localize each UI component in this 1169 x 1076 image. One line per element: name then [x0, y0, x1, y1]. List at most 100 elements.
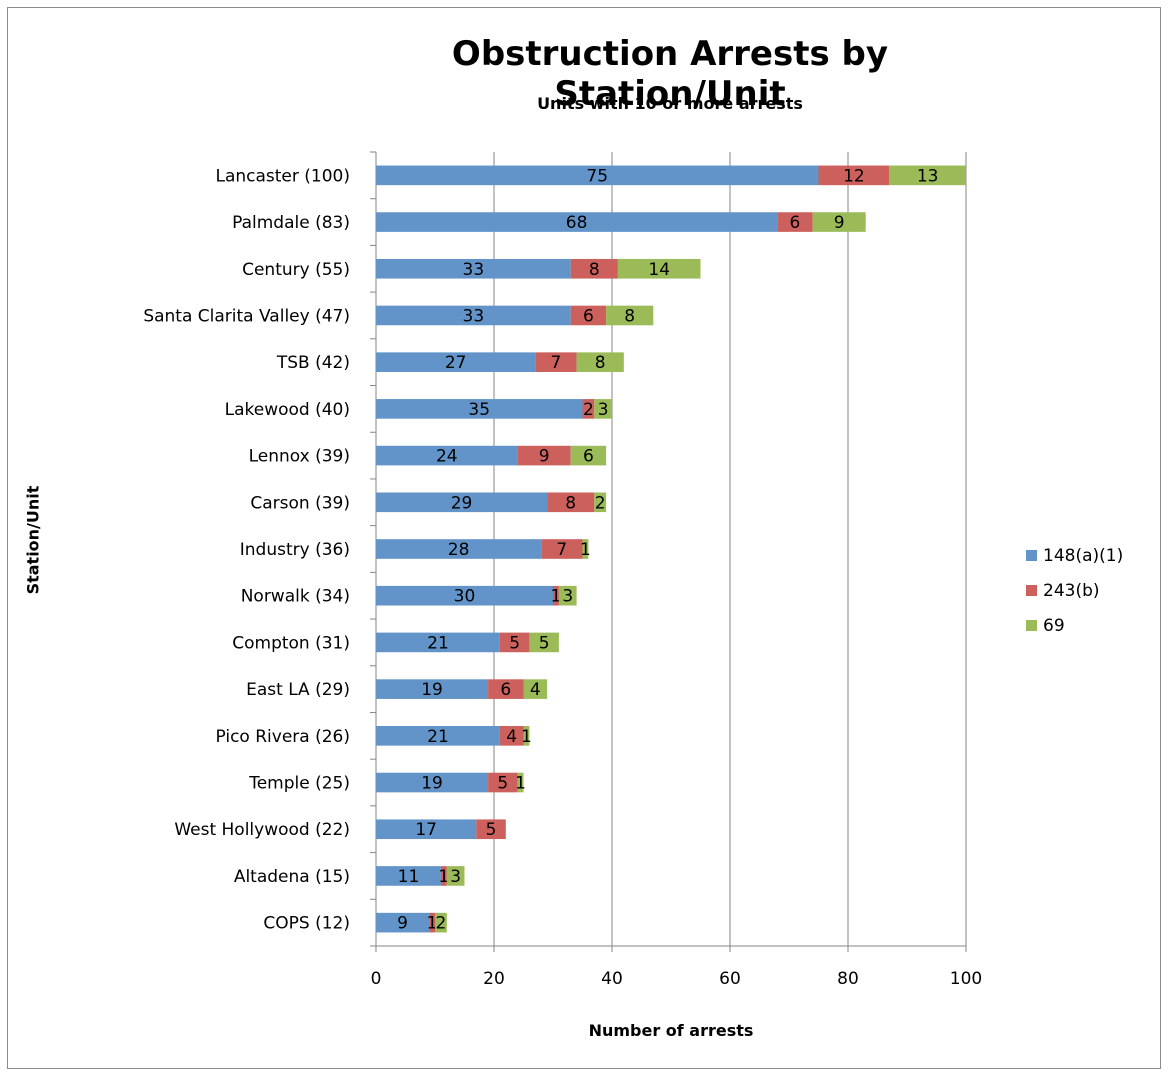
bar-segment [499, 726, 524, 746]
data-label: 2 [595, 493, 606, 513]
bar-segment [523, 726, 530, 746]
bar-segment [376, 819, 477, 840]
bar-segment [376, 539, 542, 559]
bar-segment [547, 492, 595, 513]
data-label: 21 [427, 727, 449, 747]
data-label: 35 [468, 400, 490, 420]
x-tick-label: 20 [483, 969, 505, 989]
data-label: 8 [565, 493, 576, 513]
bar-segment [476, 819, 506, 840]
chart-title: Obstruction Arrests by Station/Unit [451, 34, 889, 114]
data-label: 33 [463, 260, 485, 280]
legend-item-243b: 243(b) [1026, 573, 1123, 608]
data-label: 7 [556, 540, 567, 560]
bar-segment [517, 445, 571, 466]
category-label: Pico Rivera (26) [215, 727, 350, 747]
bar-segment [376, 258, 571, 279]
category-label: Palmdale (83) [232, 213, 350, 233]
data-label: 1 [515, 774, 526, 794]
data-label: 33 [463, 306, 485, 326]
category-label: Carson (39) [250, 493, 350, 513]
data-label: 7 [551, 353, 562, 373]
bar-segment [617, 258, 701, 279]
bar-segment [582, 539, 589, 559]
category-label: COPS (12) [263, 914, 350, 934]
category-label: Industry (36) [240, 540, 350, 560]
bar-segment [553, 585, 559, 606]
legend-label-148a1: 148(a)(1) [1043, 545, 1124, 566]
data-label: 5 [497, 774, 508, 794]
bar-segment [376, 492, 548, 513]
bar-segment [570, 305, 607, 326]
data-label: 14 [648, 260, 670, 280]
category-label: East LA (29) [246, 680, 350, 700]
data-label: 6 [500, 680, 511, 700]
data-label: 6 [583, 306, 594, 326]
data-label: 6 [789, 213, 800, 233]
category-label: TSB (42) [276, 353, 350, 373]
bar-segment [376, 866, 441, 886]
category-label: Temple (25) [248, 774, 350, 794]
data-label: 8 [624, 306, 635, 326]
data-label: 75 [586, 166, 608, 186]
bar-segment [535, 352, 577, 372]
bar-segment [376, 212, 778, 232]
category-label: Century (55) [242, 260, 350, 280]
data-label: 27 [445, 353, 467, 373]
category-label: Santa Clarita Valley (47) [143, 306, 350, 326]
bar-segment [376, 399, 583, 419]
bar-segment [376, 585, 553, 606]
legend-swatch-243b [1026, 585, 1037, 596]
bar-segment [570, 258, 618, 279]
data-label: 29 [451, 493, 473, 513]
x-tick-label: 40 [601, 969, 623, 989]
data-label: 12 [843, 166, 865, 186]
category-label: Lakewood (40) [225, 400, 350, 420]
data-label: 4 [506, 727, 517, 747]
legend-item-69: 69 [1026, 608, 1123, 643]
data-label: 1 [551, 587, 562, 607]
bar-segment [376, 679, 489, 699]
data-label: 5 [539, 633, 550, 653]
bar-segment [541, 539, 583, 559]
bar-segment [429, 912, 435, 933]
data-label: 28 [448, 540, 470, 560]
bar-segment [517, 772, 524, 793]
data-label: 1 [580, 540, 591, 560]
bar-segment [812, 212, 866, 232]
data-label: 5 [509, 633, 520, 653]
bar-segment [529, 632, 559, 653]
x-tick-label: 60 [719, 969, 741, 989]
category-label: West Hollywood (22) [174, 820, 350, 840]
data-label: 3 [450, 867, 461, 887]
data-label: 9 [834, 213, 845, 233]
data-label: 19 [421, 680, 443, 700]
category-label: Lancaster (100) [215, 166, 350, 186]
bar-segment [376, 912, 430, 933]
data-label: 24 [436, 447, 458, 467]
bar-segment [440, 866, 447, 886]
data-label: 9 [539, 447, 550, 467]
data-label: 21 [427, 633, 449, 653]
x-tick-label: 80 [837, 969, 859, 989]
bar-segment [582, 399, 595, 419]
category-label: Compton (31) [232, 633, 350, 653]
x-axis-label: Number of arrests [588, 1021, 754, 1040]
data-label: 3 [598, 400, 609, 420]
data-label: 13 [917, 166, 939, 186]
bar-segment [818, 165, 890, 186]
data-label: 2 [435, 914, 446, 934]
legend-label-69: 69 [1043, 615, 1065, 636]
data-label: 2 [583, 400, 594, 420]
bar-segment [376, 632, 500, 653]
data-label: 17 [415, 820, 437, 840]
data-label: 11 [398, 867, 420, 887]
data-label: 9 [397, 914, 408, 934]
bar-segment [594, 399, 612, 419]
data-label: 8 [595, 353, 606, 373]
data-label: 3 [562, 587, 573, 607]
data-label: 1 [521, 727, 532, 747]
category-label: Altadena (15) [234, 867, 350, 887]
bar-segment [523, 679, 548, 699]
chart-subtitle: Units with 10 or more arrests [537, 94, 803, 113]
